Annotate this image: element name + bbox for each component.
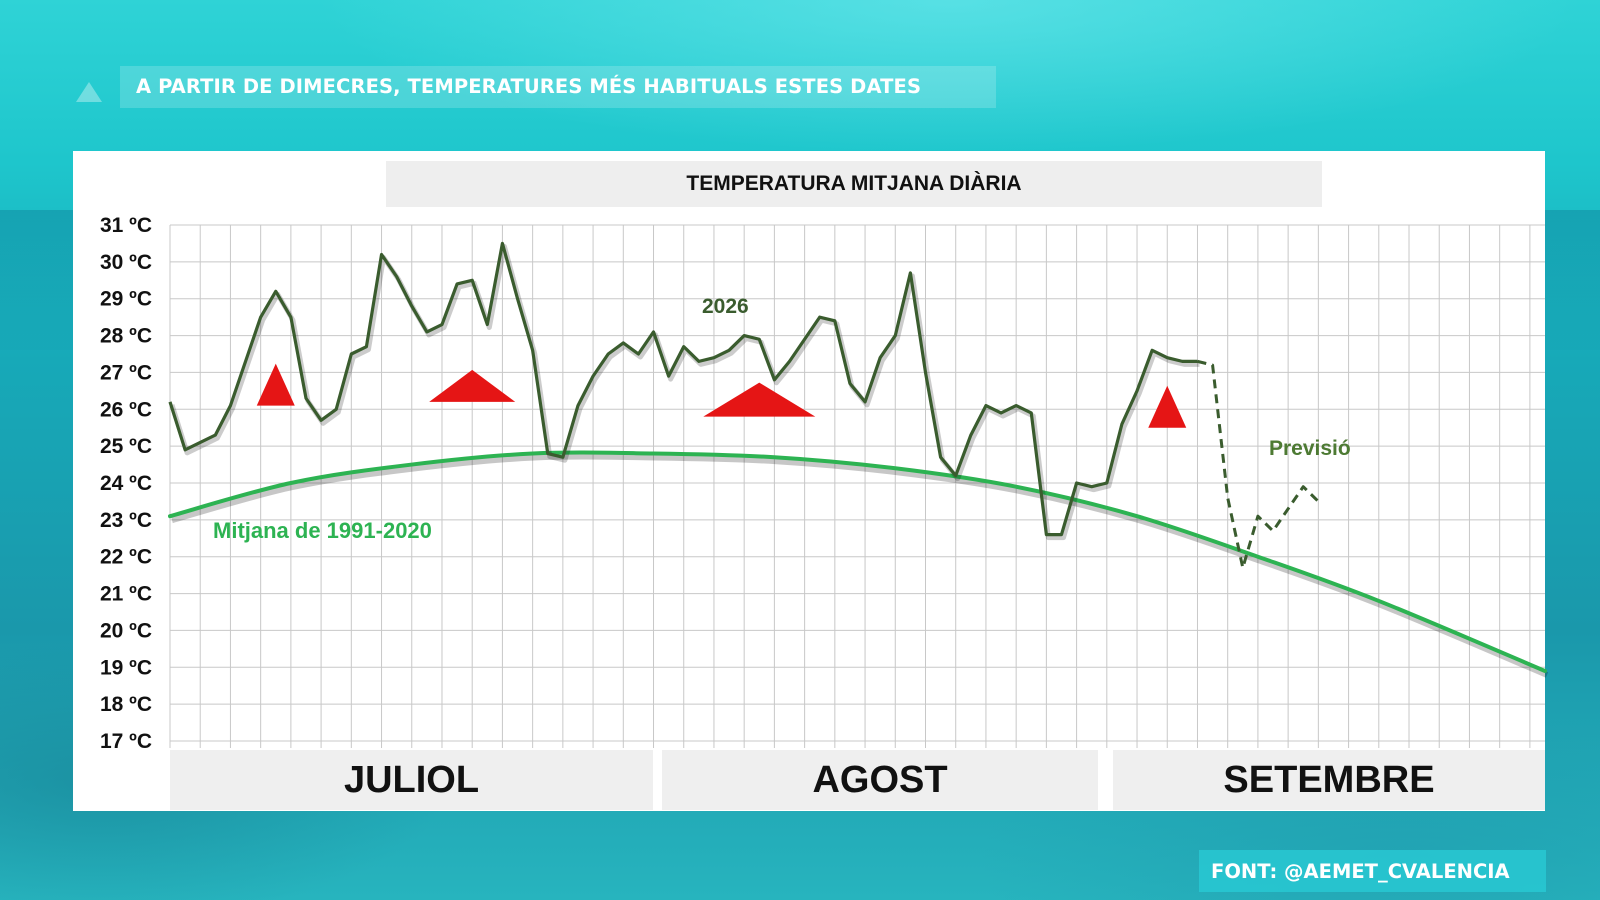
y-tick-label: 18 ºC [100, 693, 152, 716]
month-label-setembre: SETEMBRE [1113, 750, 1545, 810]
y-tick-label: 27 ºC [100, 361, 152, 384]
y-tick-label: 21 ºC [100, 583, 152, 606]
series-label-2026: 2026 [702, 295, 749, 318]
y-tick-label: 29 ºC [100, 288, 152, 311]
chart-title: TEMPERATURA MITJANA DIÀRIA [386, 161, 1322, 207]
month-label-juliol: JULIOL [170, 750, 653, 810]
y-tick-label: 17 ºC [100, 730, 152, 753]
y-tick-label: 24 ºC [100, 472, 152, 495]
source-credit-bar: FONT: @AEMET_CVALENCIA [1199, 850, 1546, 892]
normal-line-shadow [171, 453, 1549, 678]
forecast-line [1197, 359, 1320, 570]
y-tick-label: 26 ºC [100, 398, 152, 421]
warming-arrow-icon [1148, 385, 1187, 428]
series-label-normal: Mitjana de 1991-2020 [213, 518, 432, 543]
warming-arrow-icon [703, 382, 816, 417]
warming-arrow-icon [256, 363, 295, 406]
headline-bar: A PARTIR DE DIMECRES, TEMPERATURES MÉS H… [120, 66, 996, 108]
y-tick-label: 31 ºC [100, 214, 152, 237]
y-tick-label: 20 ºC [100, 619, 152, 642]
observed-line-shadow [169, 243, 1200, 541]
normal-1991-2020-line [168, 450, 1547, 673]
source-credit-text: FONT: @AEMET_CVALENCIA [1211, 860, 1510, 883]
observed-2026-line [168, 241, 1198, 537]
headline-text: A PARTIR DE DIMECRES, TEMPERATURES MÉS H… [136, 75, 922, 98]
y-tick-label: 22 ºC [100, 546, 152, 569]
y-tick-label: 23 ºC [100, 509, 152, 532]
series-label-previsio: Previsió [1269, 437, 1351, 460]
y-tick-label: 25 ºC [100, 435, 152, 458]
channel-logo-icon [76, 82, 102, 102]
y-tick-label: 28 ºC [100, 325, 152, 348]
month-label-agost: AGOST [662, 750, 1098, 810]
warming-arrow-icon [429, 369, 516, 402]
chart-panel [73, 151, 1545, 811]
y-tick-label: 19 ºC [100, 656, 152, 679]
y-tick-label: 30 ºC [100, 251, 152, 274]
